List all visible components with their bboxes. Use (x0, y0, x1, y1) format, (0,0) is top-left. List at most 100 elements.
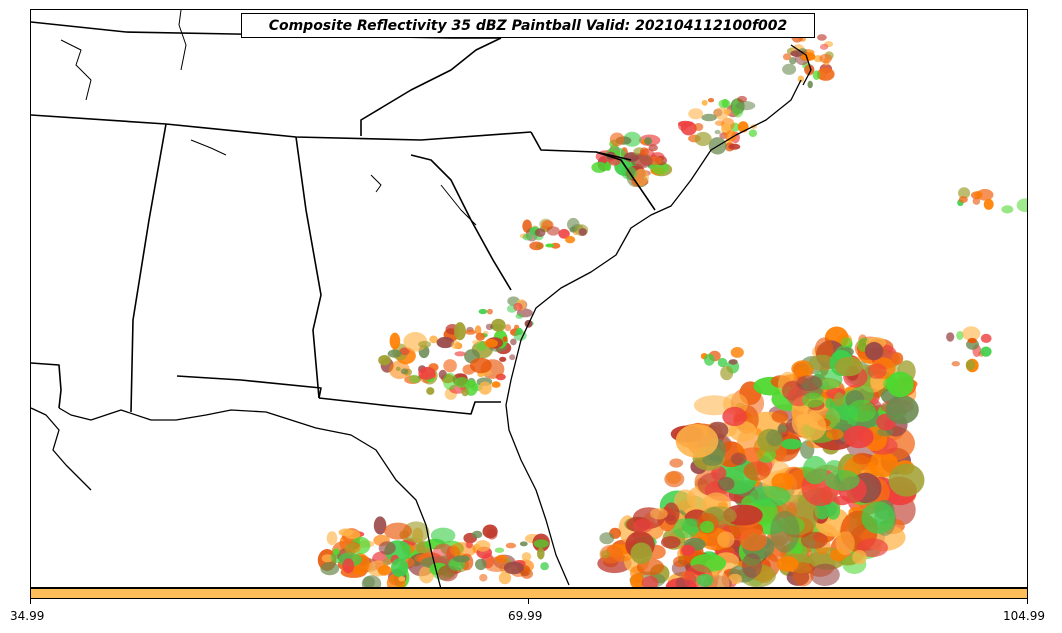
atlantic-coast (505, 79, 802, 586)
reflectivity-echo (326, 531, 338, 546)
reflectivity-echo (776, 556, 799, 572)
reflectivity-echo (724, 130, 737, 142)
reflectivity-echo (443, 359, 457, 373)
reflectivity-echo (800, 531, 829, 549)
reflectivity-echo (533, 539, 549, 548)
reflectivity-echo (321, 554, 334, 563)
reflectivity-echo (338, 528, 353, 537)
reflectivity-echo (833, 392, 845, 407)
reflectivity-echo (728, 420, 757, 442)
reflectivity-echo (436, 336, 455, 349)
reflectivity-echo (378, 355, 391, 366)
reflectivity-echo (399, 347, 410, 356)
reflectivity-echo (886, 371, 914, 398)
reflectivity-echo (509, 354, 516, 361)
al-ga-border (295, 136, 322, 399)
reflectivity-echo (843, 404, 859, 419)
reflectivity-echo (835, 531, 855, 556)
reflectivity-echo (980, 333, 992, 343)
reflectivity-echo (722, 406, 747, 427)
colorbar-tick-left (30, 599, 31, 604)
reflectivity-echo (867, 363, 887, 379)
reflectivity-echo (498, 571, 512, 585)
reflectivity-echo (973, 190, 983, 199)
reflectivity-echo (664, 470, 685, 488)
reflectivity-echo (730, 347, 744, 358)
reflectivity-echo (1001, 205, 1014, 214)
reflectivity-echo (717, 357, 728, 368)
reflectivity-echo (630, 573, 644, 587)
reflectivity-echo (696, 573, 714, 587)
reflectivity-echo (739, 528, 767, 552)
reflectivity-echo (801, 53, 816, 61)
reflectivity-echo (503, 561, 525, 575)
reflectivity-echo (504, 324, 512, 332)
reflectivity-echo (702, 454, 723, 466)
reflectivity-echo (418, 367, 436, 380)
reflectivity-echo (673, 556, 688, 568)
reflectivity-echo (681, 544, 695, 557)
reflectivity-echo (843, 425, 874, 449)
reflectivity-echo (486, 308, 493, 315)
reflectivity-echo (648, 144, 658, 152)
colorbar-label-max: 104.99 (1003, 609, 1045, 623)
reflectivity-echo (505, 542, 517, 549)
reflectivity-echo (550, 242, 561, 249)
reflectivity-echo (558, 228, 570, 239)
reflectivity-echo (479, 573, 488, 582)
reflectivity-echo (693, 123, 704, 131)
reflectivity-echo (377, 565, 392, 576)
reflectivity-echo (782, 53, 792, 61)
reflectivity-echo (796, 375, 823, 391)
reflectivity-echo (453, 555, 470, 563)
reflectivity-echo (521, 552, 532, 562)
reflectivity-echo (804, 64, 815, 76)
reflectivity-echo (717, 476, 735, 491)
reflectivity-echo (720, 365, 734, 381)
reflectivity-echo (599, 532, 615, 545)
reflectivity-echo (474, 325, 482, 335)
reflectivity-echo (891, 352, 904, 365)
reflectivity-echo (728, 143, 741, 150)
reflectivity-echo (333, 548, 340, 556)
reflectivity-echo (781, 438, 802, 450)
reflectivity-echo (513, 302, 523, 312)
reflectivity-echo (470, 357, 492, 374)
la-border (31, 362, 62, 409)
reflectivity-echo (545, 243, 555, 248)
reflectivity-echo (591, 161, 608, 173)
reflectivity-echo (701, 113, 717, 122)
reflectivity-echo (802, 392, 825, 408)
reflectivity-echo (520, 568, 533, 579)
reflectivity-echo (972, 197, 981, 205)
reflectivity-echo (864, 342, 884, 361)
reflectivity-echo (714, 120, 725, 126)
reflectivity-echo (633, 168, 649, 186)
reflectivity-echo (502, 336, 508, 342)
rivers-lakes (60, 10, 477, 226)
reflectivity-echo (797, 75, 805, 83)
reflectivity-echo (810, 563, 840, 586)
reflectivity-echo (825, 398, 835, 410)
reflectivity-echo (669, 458, 684, 468)
outer-banks (790, 44, 812, 86)
reflectivity-echo (535, 228, 546, 237)
map-title: Composite Reflectivity 35 dBZ Paintball … (241, 13, 815, 38)
reflectivity-echo (373, 516, 387, 535)
reflectivity-echo (486, 529, 498, 540)
reflectivity-echo (409, 374, 421, 384)
coastline (31, 44, 812, 587)
reflectivity-echo (483, 556, 510, 573)
reflectivity-echo (967, 337, 977, 344)
reflectivity-echo (454, 322, 466, 341)
reflectivity-echo (398, 576, 406, 582)
reflectivity-echo (749, 486, 791, 507)
reflectivity-echo (824, 469, 860, 491)
reflectivity-echo (946, 332, 955, 342)
reflectivity-echo (478, 308, 488, 315)
reflectivity-echo (817, 34, 827, 41)
reflectivity-echo (389, 332, 401, 350)
reflectivity-echo (812, 70, 821, 80)
reflectivity-echo (342, 558, 355, 574)
reflectivity-echo (735, 101, 756, 111)
